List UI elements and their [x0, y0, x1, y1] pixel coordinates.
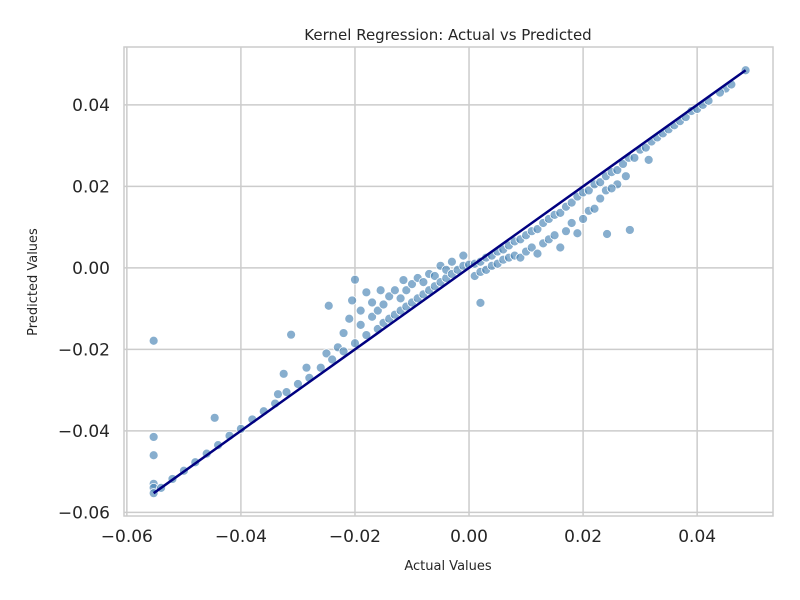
data-point	[561, 226, 571, 237]
data-point	[624, 225, 635, 235]
data-point	[361, 330, 372, 340]
data-point	[148, 432, 159, 442]
x-tick-label: 0.04	[678, 527, 716, 547]
data-point	[407, 279, 417, 290]
reference-line	[152, 69, 747, 495]
data-point	[532, 224, 543, 235]
x-tick-label: −0.04	[215, 527, 267, 547]
y-tick-label: 0.04	[72, 96, 110, 116]
data-point	[475, 297, 486, 308]
data-point	[355, 305, 366, 316]
y-tick-label: −0.04	[58, 422, 110, 442]
data-point	[398, 275, 409, 285]
x-tick-label: 0.00	[450, 527, 488, 547]
data-point	[572, 228, 583, 239]
data-point	[378, 299, 389, 310]
data-point	[618, 159, 628, 169]
data-point	[315, 362, 326, 373]
data-point	[595, 193, 606, 204]
data-point	[384, 291, 395, 302]
grid	[124, 47, 773, 516]
data-point	[620, 171, 631, 182]
data-point	[589, 203, 600, 214]
data-point	[281, 387, 292, 398]
data-point	[347, 295, 358, 306]
x-tick-label: 0.02	[564, 527, 602, 547]
data-point	[549, 230, 560, 241]
data-point	[338, 346, 349, 357]
data-point	[555, 242, 566, 253]
data-point	[350, 338, 360, 349]
y-tick-label: −0.06	[58, 503, 110, 523]
data-point	[301, 362, 312, 373]
data-point	[640, 142, 651, 153]
y-tick-label: −0.02	[58, 340, 110, 360]
y-ticks: −0.06 −0.04 −0.02 0.00 0.02 0.04	[58, 96, 110, 523]
data-point	[583, 185, 594, 196]
data-point	[595, 177, 606, 188]
data-point	[418, 277, 429, 288]
x-axis-label: Actual Values	[404, 559, 492, 574]
reference-line-group	[152, 69, 747, 495]
data-point	[361, 287, 372, 298]
scatter-points	[148, 65, 751, 499]
plot-frame	[123, 46, 774, 517]
x-ticks: −0.06 −0.04 −0.02 0.00 0.02 0.04	[101, 527, 716, 547]
data-point	[148, 450, 159, 461]
data-point	[367, 297, 377, 308]
data-point	[338, 328, 349, 338]
data-point	[447, 256, 457, 267]
data-point	[566, 218, 577, 228]
data-point	[458, 250, 469, 261]
data-point	[612, 165, 623, 175]
data-point	[515, 252, 526, 263]
y-axis-label: Predicted Values	[26, 228, 41, 336]
data-point	[293, 379, 303, 389]
data-point	[395, 293, 406, 304]
data-point	[209, 412, 220, 423]
data-point	[286, 329, 296, 340]
x-tick-label: −0.02	[329, 527, 381, 547]
x-tick-label: −0.06	[101, 527, 153, 547]
data-point	[578, 214, 588, 224]
data-point	[629, 152, 640, 163]
data-point	[401, 285, 412, 296]
data-point	[532, 248, 543, 259]
y-tick-label: 0.00	[72, 259, 110, 279]
data-point	[566, 197, 577, 208]
data-point	[389, 285, 400, 296]
data-point	[375, 285, 386, 296]
data-point	[372, 305, 383, 316]
data-point	[606, 183, 617, 194]
data-point	[278, 368, 289, 379]
data-point	[643, 154, 654, 165]
data-point	[526, 242, 537, 253]
data-point	[602, 229, 612, 239]
y-tick-label: 0.02	[72, 177, 110, 197]
data-point	[273, 389, 283, 400]
data-point	[555, 207, 566, 218]
data-point	[429, 271, 440, 281]
data-point	[367, 311, 377, 322]
data-point	[344, 313, 355, 324]
data-point	[327, 354, 338, 365]
chart-title: Kernel Regression: Actual vs Predicted	[304, 26, 591, 44]
data-point	[148, 335, 159, 346]
data-point	[350, 274, 360, 285]
data-point	[323, 300, 334, 311]
data-point	[321, 348, 332, 359]
data-point	[355, 319, 366, 330]
